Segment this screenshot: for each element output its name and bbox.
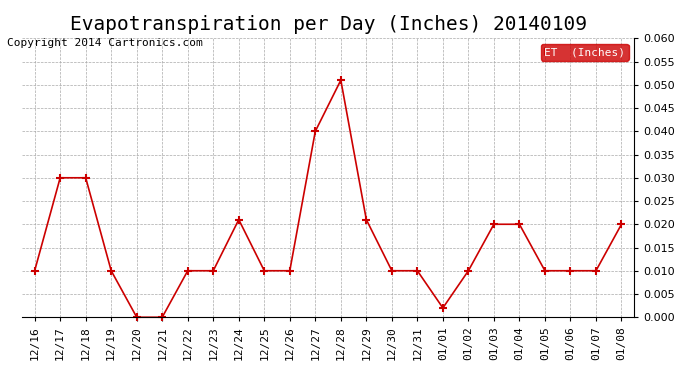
Text: Copyright 2014 Cartronics.com: Copyright 2014 Cartronics.com bbox=[7, 38, 203, 48]
Legend: ET  (Inches): ET (Inches) bbox=[541, 44, 629, 60]
Title: Evapotranspiration per Day (Inches) 20140109: Evapotranspiration per Day (Inches) 2014… bbox=[70, 15, 586, 34]
